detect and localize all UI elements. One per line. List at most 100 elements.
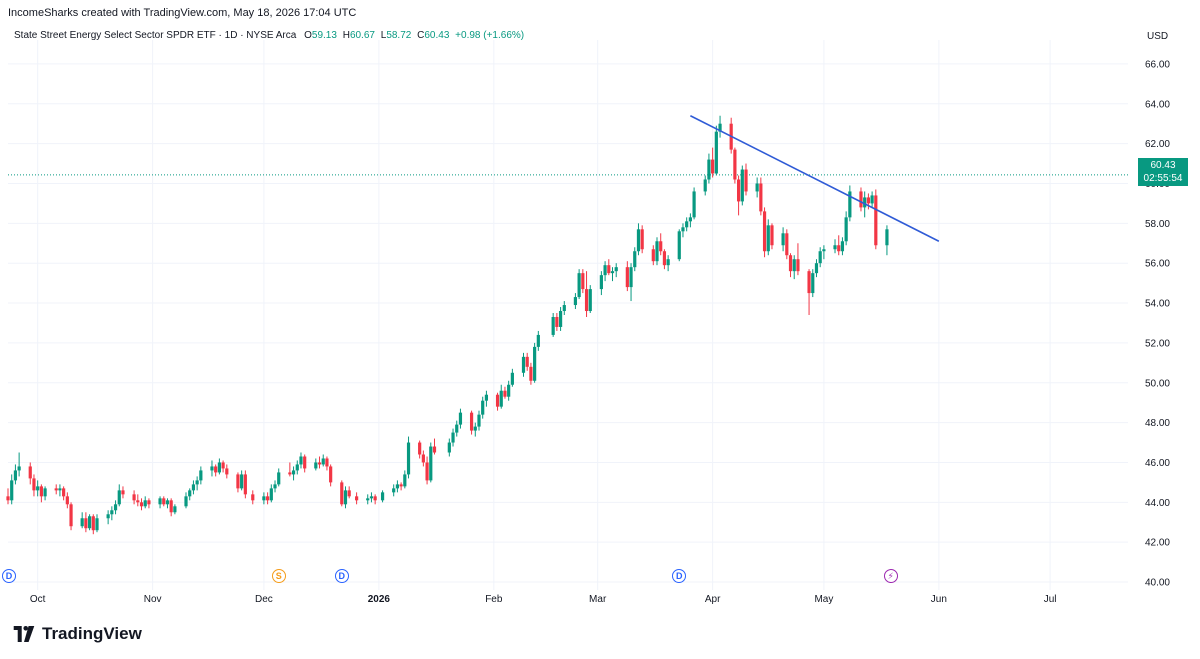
candle-body <box>714 131 718 174</box>
candle-body <box>106 514 110 519</box>
candle <box>607 259 611 276</box>
candle <box>132 490 136 505</box>
candle <box>837 235 841 256</box>
candle-body <box>796 259 800 272</box>
bar-countdown: 02:55:54 <box>1143 173 1183 184</box>
candle-body <box>95 518 99 531</box>
candle-body <box>217 462 221 473</box>
time-tick-label: Oct <box>30 594 46 605</box>
candle-body <box>874 195 878 246</box>
candle <box>95 514 99 533</box>
candle-body <box>295 464 299 471</box>
candle-body <box>818 251 822 264</box>
candle <box>885 225 889 256</box>
candle <box>807 269 811 315</box>
candle <box>28 462 32 485</box>
tradingview-logo[interactable]: TradingView <box>10 624 142 644</box>
candle-body <box>199 470 203 481</box>
candle <box>121 486 125 499</box>
candle <box>529 362 533 385</box>
candle <box>770 223 774 250</box>
candle <box>369 492 374 503</box>
candle <box>714 125 718 176</box>
candle <box>870 191 874 208</box>
candle-body <box>651 249 655 262</box>
candle <box>610 267 615 282</box>
dividend-event-icon[interactable]: D <box>2 569 16 583</box>
candle <box>703 175 707 196</box>
candle-body <box>273 484 277 489</box>
candle <box>614 263 618 278</box>
candle <box>295 460 299 475</box>
chart-legend: State Street Energy Select Sector SPDR E… <box>14 30 524 41</box>
candle-body <box>210 466 214 471</box>
price-tick-label: 52.00 <box>1145 338 1170 349</box>
candle-body <box>762 211 767 252</box>
candle-body <box>863 197 867 208</box>
candle-body <box>366 498 370 501</box>
candle-body <box>733 149 737 180</box>
candle <box>65 492 69 509</box>
currency-label[interactable]: USD <box>1147 31 1169 42</box>
candle <box>833 239 837 254</box>
candle-body <box>329 466 333 483</box>
candle <box>536 330 540 351</box>
candle-body <box>662 251 667 266</box>
candle <box>848 185 852 222</box>
candle-body <box>781 233 785 246</box>
candle-body <box>573 297 578 306</box>
candle-body <box>562 305 566 312</box>
candle-body <box>866 197 870 204</box>
candle-body <box>484 394 489 401</box>
candle <box>507 380 511 401</box>
split-event-icon[interactable]: S <box>271 569 286 583</box>
candle-body <box>718 123 722 132</box>
candle <box>603 261 607 282</box>
candle-body <box>321 458 325 465</box>
candle <box>577 269 581 300</box>
candle-body <box>588 289 592 312</box>
candle-body <box>262 496 266 501</box>
candle-body <box>221 462 225 469</box>
candle-body <box>214 466 218 473</box>
candle <box>169 498 173 517</box>
candle <box>469 410 474 435</box>
candle <box>199 466 203 485</box>
candle <box>329 464 333 487</box>
candle-body <box>625 267 629 288</box>
candle <box>80 512 84 529</box>
candle-body <box>837 245 841 252</box>
dividend-event-icon[interactable]: D <box>672 569 687 583</box>
candle-body <box>110 510 114 515</box>
candle-body <box>666 259 670 266</box>
candle <box>681 223 685 238</box>
high-label: H <box>342 30 350 41</box>
price-tick-label: 66.00 <box>1145 59 1170 70</box>
candle <box>447 438 451 457</box>
candle <box>380 490 385 503</box>
candle <box>473 422 477 437</box>
candle-body <box>744 169 748 192</box>
candle-body <box>633 251 637 268</box>
brand-name: TradingView <box>42 624 142 643</box>
candle <box>762 207 767 258</box>
tradingview-logo-icon <box>13 626 35 642</box>
candle-body <box>533 346 537 381</box>
candle <box>225 464 229 479</box>
candle <box>584 271 589 317</box>
candle-body <box>640 229 644 250</box>
candle <box>236 472 240 493</box>
candle <box>503 386 507 399</box>
candle-body <box>603 265 607 276</box>
price-tick-label: 54.00 <box>1145 299 1170 310</box>
candle <box>866 193 870 210</box>
candle <box>62 486 66 501</box>
trendline[interactable] <box>690 115 940 242</box>
candle <box>355 492 359 505</box>
earnings-event-icon[interactable]: ⚡ <box>883 569 898 583</box>
candle <box>429 442 433 483</box>
candle <box>421 450 425 467</box>
dividend-event-icon[interactable]: D <box>334 569 349 583</box>
candle <box>54 484 58 495</box>
